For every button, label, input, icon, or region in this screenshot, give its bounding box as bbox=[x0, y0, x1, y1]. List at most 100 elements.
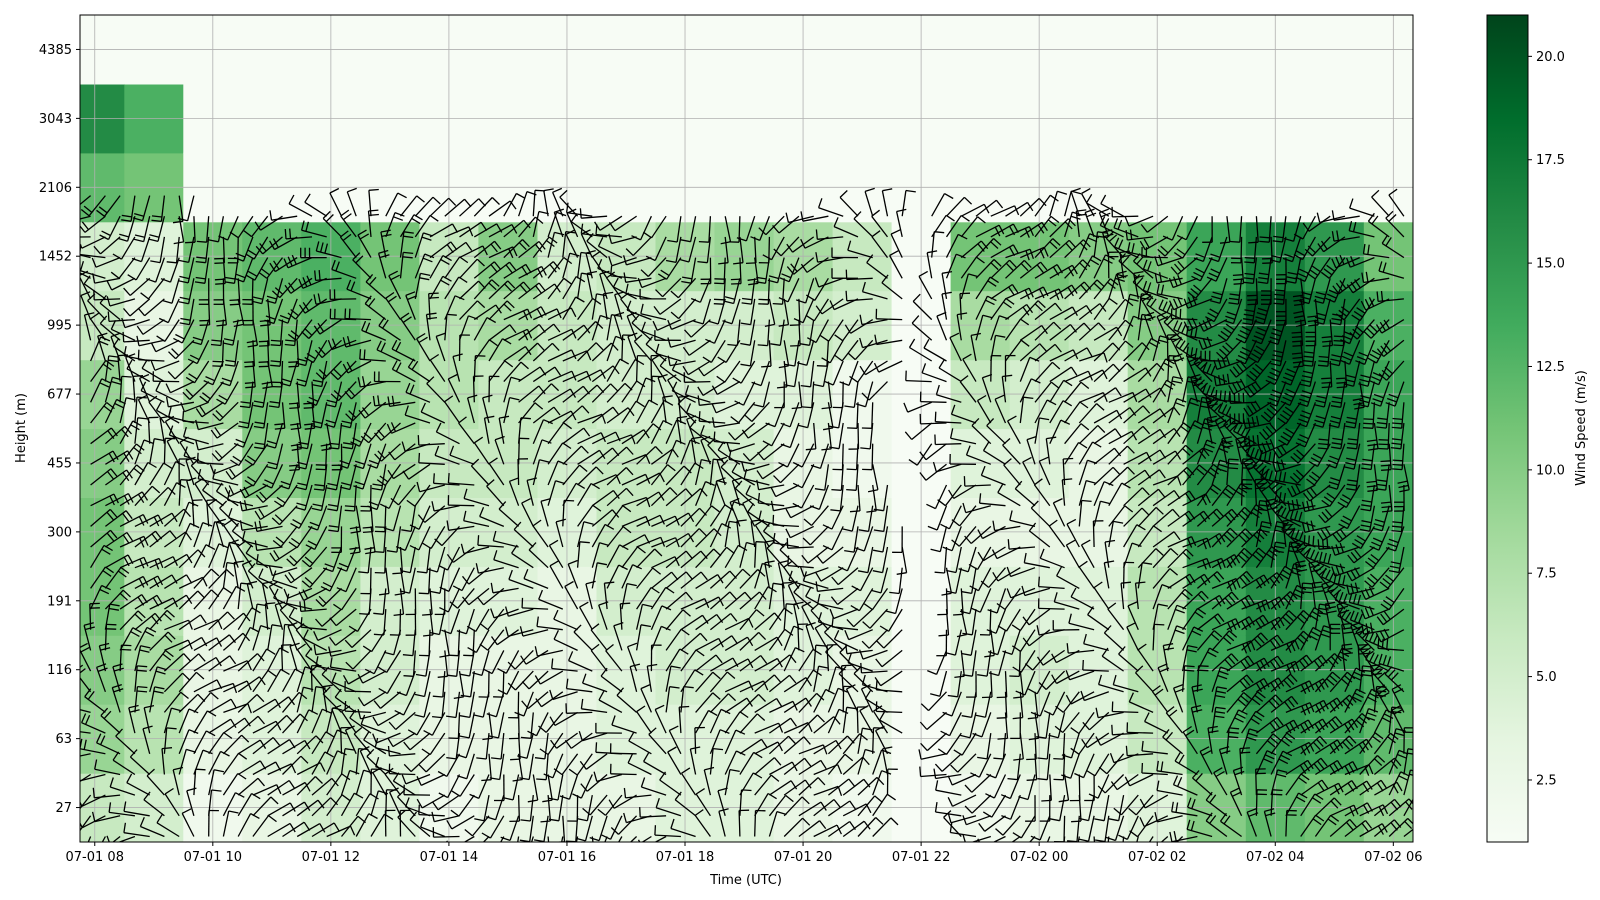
wind-barb bbox=[112, 835, 121, 842]
y-tick-label: 300 bbox=[47, 525, 72, 540]
wind-barb bbox=[195, 440, 224, 451]
wind-barb bbox=[80, 773, 91, 783]
wind-barb bbox=[208, 698, 237, 713]
x-tick-label: 07-01 18 bbox=[656, 850, 714, 865]
wind-barb bbox=[208, 718, 237, 734]
wind-barb bbox=[80, 195, 106, 217]
wind-barb bbox=[167, 360, 195, 380]
wind-barb bbox=[195, 236, 210, 264]
wind-barb bbox=[178, 708, 199, 734]
wind-barb bbox=[134, 626, 157, 651]
wind-barb bbox=[195, 401, 224, 418]
colorbar-gradient bbox=[1487, 15, 1528, 842]
wind-barb bbox=[164, 619, 193, 631]
wind-barb bbox=[178, 653, 206, 672]
wind-barb bbox=[178, 590, 206, 610]
wind-barb bbox=[105, 493, 134, 507]
wind-barb bbox=[110, 257, 136, 279]
wind-barb bbox=[90, 566, 114, 589]
wind-barb bbox=[139, 816, 165, 838]
wind-barb bbox=[196, 216, 210, 243]
wind-barb bbox=[197, 468, 224, 486]
wind-barb bbox=[105, 531, 134, 548]
wind-barb bbox=[178, 636, 208, 651]
wind-barb bbox=[91, 811, 121, 823]
wind-barb bbox=[80, 709, 91, 714]
wind-barb bbox=[110, 332, 121, 362]
wind-barb bbox=[80, 254, 91, 259]
wind-barb bbox=[208, 769, 225, 796]
wind-barb bbox=[208, 732, 233, 755]
wind-barb bbox=[134, 485, 161, 507]
wind-barb bbox=[89, 312, 106, 341]
wind-barb bbox=[109, 777, 136, 796]
wind-barb bbox=[150, 360, 180, 371]
wind-barb bbox=[182, 381, 210, 400]
wind-barb bbox=[119, 610, 146, 631]
wind-barb bbox=[100, 707, 121, 734]
wind-barb bbox=[193, 692, 219, 713]
wind-barb bbox=[80, 272, 91, 279]
wind-barb bbox=[80, 195, 92, 206]
wind-barb bbox=[222, 734, 250, 755]
x-tick-label: 07-02 04 bbox=[1246, 850, 1304, 865]
x-tick-label: 07-01 14 bbox=[420, 850, 478, 865]
wind-barb bbox=[173, 216, 185, 245]
wind-barb bbox=[112, 236, 136, 260]
wind-barb bbox=[155, 401, 180, 424]
wind-barb bbox=[208, 569, 235, 589]
wind-barb bbox=[123, 801, 150, 817]
wind-barb bbox=[148, 216, 166, 243]
wind-barb bbox=[133, 216, 151, 243]
wind-barb bbox=[194, 257, 210, 284]
wind-barb bbox=[202, 481, 224, 507]
colorbar-tick-label: 12.5 bbox=[1536, 360, 1565, 375]
wind-barb bbox=[146, 768, 165, 796]
wind-barb bbox=[93, 289, 121, 301]
wind-barb bbox=[156, 813, 180, 838]
wind-barb bbox=[222, 561, 237, 589]
y-axis-label: Height (m) bbox=[14, 393, 29, 463]
wind-barb bbox=[166, 236, 180, 264]
x-tick-label: 07-01 08 bbox=[66, 850, 124, 865]
wind-barb bbox=[213, 278, 225, 305]
wind-barb bbox=[222, 810, 239, 837]
wind-barb bbox=[178, 278, 195, 305]
wind-barb bbox=[158, 298, 180, 324]
wind-barb bbox=[196, 452, 224, 465]
wind-barb bbox=[150, 236, 166, 264]
wind-barb bbox=[80, 215, 106, 233]
colorbar-tick-label: 20.0 bbox=[1536, 50, 1565, 65]
wind-barb bbox=[178, 257, 195, 284]
wind-barb bbox=[207, 498, 224, 527]
wind-barb bbox=[178, 236, 195, 264]
wind-barb bbox=[87, 836, 92, 842]
wind-barb bbox=[165, 381, 195, 394]
wind-barb bbox=[123, 298, 151, 317]
wind-barb bbox=[132, 375, 144, 403]
wind-barb bbox=[151, 195, 166, 223]
wind-barb bbox=[164, 787, 180, 817]
wind-barb bbox=[134, 417, 148, 444]
y-tick-label: 63 bbox=[55, 732, 72, 747]
wind-barb bbox=[90, 508, 118, 527]
colorbar-tick-label: 5.0 bbox=[1536, 670, 1557, 685]
wind-barb bbox=[149, 609, 175, 631]
y-tick-label: 191 bbox=[47, 594, 72, 609]
wind-barb bbox=[90, 450, 119, 465]
y-tick-label: 995 bbox=[47, 319, 72, 334]
wind-barb bbox=[177, 195, 195, 222]
wind-barb bbox=[149, 631, 176, 651]
wind-barb bbox=[139, 373, 151, 403]
wind-barb bbox=[84, 688, 106, 713]
wind-barb bbox=[111, 683, 124, 713]
wind-barb bbox=[123, 822, 150, 838]
y-axis-ticks: 27 63 116 191 300 455 677 995 1452 2106 3043 4385 bbox=[39, 43, 80, 816]
wind-barb bbox=[106, 835, 136, 842]
wind-barb bbox=[108, 802, 135, 817]
wind-barb bbox=[119, 375, 132, 403]
wind-barb bbox=[149, 649, 174, 672]
wind-barb bbox=[104, 603, 120, 630]
wind-barb bbox=[131, 236, 151, 263]
wind-barb bbox=[106, 277, 136, 291]
